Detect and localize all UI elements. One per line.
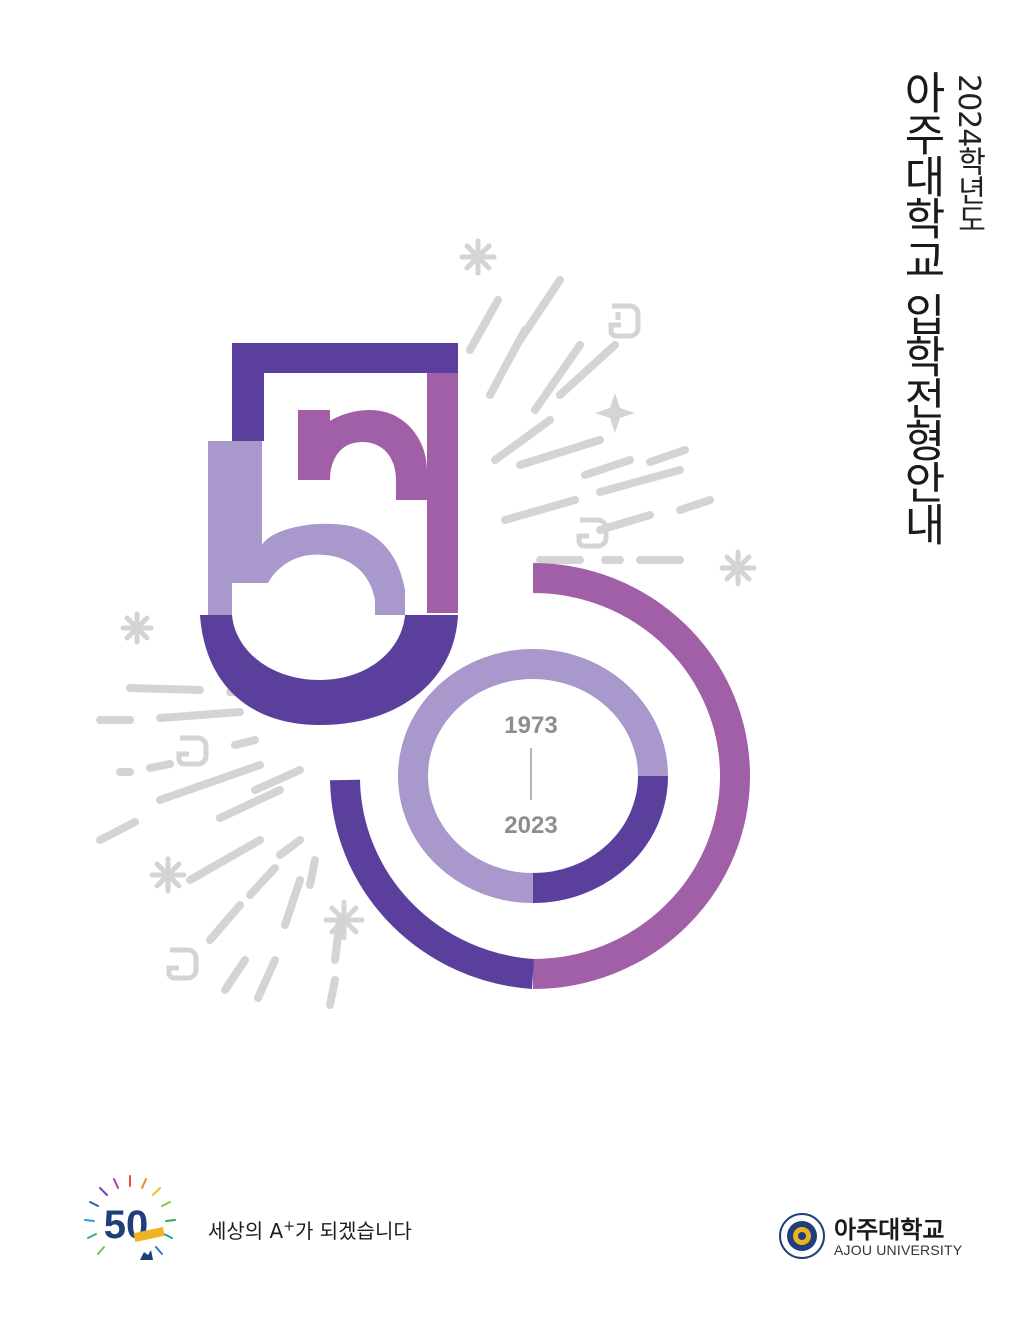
university-seal-icon <box>779 1213 825 1259</box>
main-title: 아주대학교 입학전형안내 <box>895 70 946 544</box>
university-name-kr: 아주대학교 <box>834 1216 945 1244</box>
sparkle-icons <box>120 238 757 941</box>
university-logo: 아주대학교 AJOU UNIVERSITY <box>778 1206 998 1266</box>
anniversary-50-logo: 50 <box>84 1175 176 1260</box>
slogan-sup: + <box>283 1218 295 1235</box>
slogan-pre: 세상의 A <box>208 1219 284 1243</box>
year-end: 2023 <box>504 812 557 839</box>
swirl-icons <box>166 303 641 981</box>
star-icon <box>595 393 635 433</box>
year-title: 2024학년도 <box>951 74 986 234</box>
year-start: 1973 <box>504 712 557 739</box>
university-name-en: AJOU UNIVERSITY <box>834 1242 963 1258</box>
decorative-rays <box>96 276 714 1009</box>
slogan: 세상의 A+가 되겠습니다 <box>208 1215 412 1244</box>
digit-zero <box>330 563 750 989</box>
digit-five <box>200 343 458 725</box>
slogan-post: 가 되겠습니다 <box>294 1219 412 1243</box>
